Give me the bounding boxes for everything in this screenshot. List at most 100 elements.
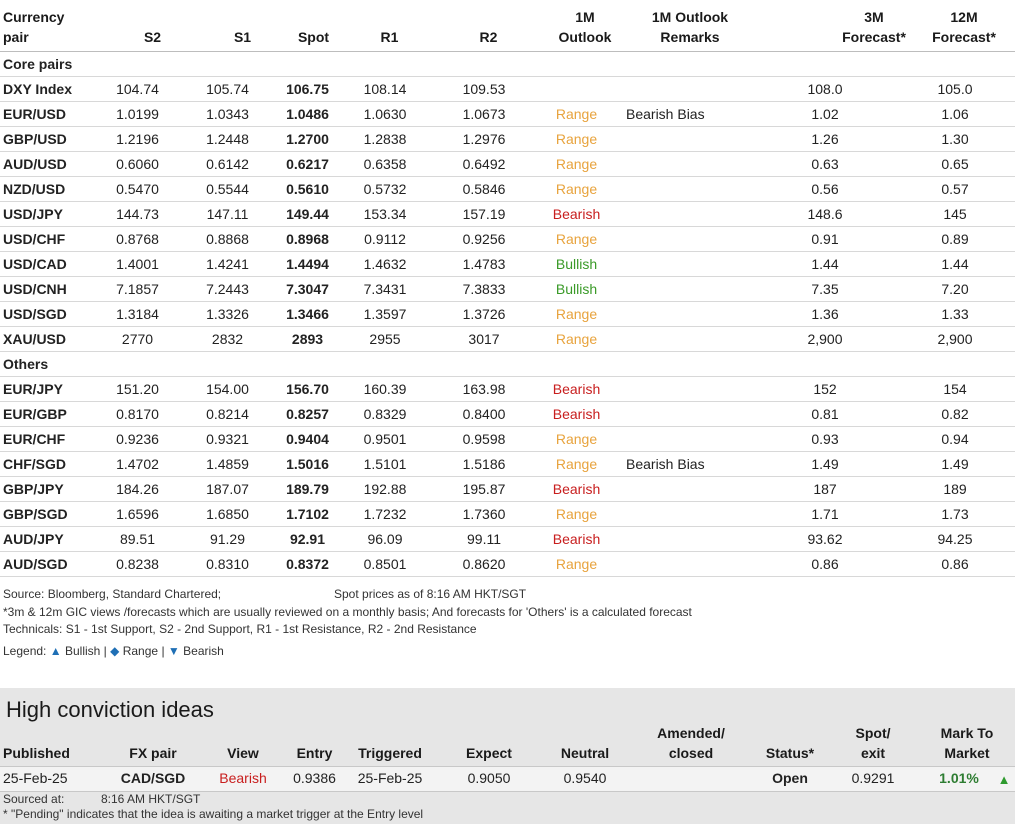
header-1m-outlook: 1M Outlook <box>549 7 621 47</box>
hc-entry: 0.9386 <box>293 770 336 786</box>
cell-outlook: Range <box>533 301 620 327</box>
cell-remarks <box>620 426 755 452</box>
cell-s1: 187.07 <box>175 476 280 502</box>
cell-pair: USD/JPY <box>0 201 100 227</box>
cell-remarks <box>620 476 755 502</box>
cell-f12m: 145 <box>895 201 1015 227</box>
hc-status: Open <box>772 770 808 786</box>
cell-r1: 1.4632 <box>335 251 435 277</box>
cell-f3m: 1.49 <box>755 451 895 477</box>
cell-pair: USD/CAD <box>0 251 100 277</box>
cell-r2: 195.87 <box>435 476 533 502</box>
header-remarks-line1: 1M Outlook <box>651 9 729 25</box>
diamond-icon: ◆ <box>110 644 120 658</box>
hc-header-neutral: Neutral <box>560 745 610 761</box>
cell-spot: 1.5016 <box>280 451 335 477</box>
triangle-down-icon: ▼ <box>167 644 180 658</box>
cell-r1: 1.5101 <box>335 451 435 477</box>
cell-r1: 0.9501 <box>335 426 435 452</box>
cell-r1: 192.88 <box>335 476 435 502</box>
hc-published: 25-Feb-25 <box>3 770 68 786</box>
hc-sourced-time: 8:16 AM HKT/SGT <box>101 792 201 806</box>
cell-s1: 1.6850 <box>175 501 280 527</box>
cell-outlook: Range <box>533 326 620 352</box>
cell-remarks <box>620 126 755 152</box>
hc-pair: CAD/SGD <box>120 770 186 786</box>
cell-s2: 2770 <box>100 326 175 352</box>
cell-remarks <box>620 251 755 277</box>
cell-pair: DXY Index <box>0 76 100 102</box>
cell-f3m: 0.56 <box>755 176 895 202</box>
cell-s1: 105.74 <box>175 76 280 102</box>
cell-s1: 0.8310 <box>175 551 280 577</box>
cell-f12m: 94.25 <box>895 526 1015 552</box>
cell-outlook: Bearish <box>533 401 620 427</box>
table-row: EUR/GBP 0.8170 0.8214 0.8257 0.8329 0.8400 Bea… <box>0 401 1015 427</box>
cell-r2: 157.19 <box>435 201 533 227</box>
header-1m-remarks: 1M Outlook Remarks <box>640 7 740 47</box>
table-row: EUR/JPY 151.20 154.00 156.70 160.39 163.98 Bea… <box>0 376 1015 402</box>
hc-header-spot-exit: Spot/ exit <box>838 723 908 763</box>
hc-view: Bearish <box>219 770 267 786</box>
cell-outlook: Bullish <box>533 251 620 277</box>
cell-r2: 1.2976 <box>435 126 533 152</box>
cell-r2: 0.5846 <box>435 176 533 202</box>
table-row: GBP/JPY 184.26 187.07 189.79 192.88 195.87 Bea… <box>0 476 1015 502</box>
cell-f12m: 0.57 <box>895 176 1015 202</box>
legend: Legend: ▲ Bullish | ◆ Range | ▼ Bearish <box>3 643 224 659</box>
hc-header-amended: Amended/ closed <box>648 723 734 763</box>
table-row: CHF/SGD 1.4702 1.4859 1.5016 1.5101 1.5186 Ran… <box>0 451 1015 477</box>
cell-pair: EUR/GBP <box>0 401 100 427</box>
cell-spot: 149.44 <box>280 201 335 227</box>
cell-f12m: 0.89 <box>895 226 1015 252</box>
cell-r1: 0.6358 <box>335 151 435 177</box>
cell-r1: 0.9112 <box>335 226 435 252</box>
cell-outlook: Range <box>533 426 620 452</box>
cell-f12m: 7.20 <box>895 276 1015 302</box>
cell-s2: 0.5470 <box>100 176 175 202</box>
cell-f12m: 0.94 <box>895 426 1015 452</box>
cell-spot: 1.3466 <box>280 301 335 327</box>
hc-header-expect: Expect <box>466 745 512 761</box>
cell-remarks <box>620 176 755 202</box>
triangle-up-icon: ▲ <box>49 644 62 658</box>
cell-r2: 7.3833 <box>435 276 533 302</box>
table-row: EUR/USD 1.0199 1.0343 1.0486 1.0630 1.0673 Ran… <box>0 101 1015 127</box>
cell-pair: AUD/SGD <box>0 551 100 577</box>
header-12m-forecast: 12M Forecast* <box>924 7 1004 47</box>
high-conviction-title: High conviction ideas <box>6 697 214 722</box>
cell-s1: 2832 <box>175 326 280 352</box>
cell-remarks <box>620 401 755 427</box>
legend-label: Legend: <box>3 644 47 658</box>
cell-spot: 0.9404 <box>280 426 335 452</box>
cell-s2: 0.8238 <box>100 551 175 577</box>
cell-s2: 144.73 <box>100 201 175 227</box>
cell-f3m: 0.91 <box>755 226 895 252</box>
cell-remarks <box>620 276 755 302</box>
cell-pair: AUD/USD <box>0 151 100 177</box>
cell-f12m: 1.49 <box>895 451 1015 477</box>
hc-amended-line2: closed <box>668 745 714 761</box>
cell-f3m: 1.71 <box>755 501 895 527</box>
cell-f12m: 0.65 <box>895 151 1015 177</box>
header-r2: R2 <box>479 29 498 45</box>
header-outlook-line1: 1M <box>575 9 595 25</box>
cell-s2: 7.1857 <box>100 276 175 302</box>
hc-header-pair: FX pair <box>129 745 177 761</box>
cell-f3m: 0.86 <box>755 551 895 577</box>
cell-f12m: 2,900 <box>895 326 1015 352</box>
cell-outlook: Range <box>533 126 620 152</box>
cell-remarks <box>620 76 755 102</box>
cell-spot: 1.0486 <box>280 101 335 127</box>
cell-s2: 1.0199 <box>100 101 175 127</box>
cell-remarks <box>620 551 755 577</box>
cell-s2: 0.8170 <box>100 401 175 427</box>
cell-remarks <box>620 301 755 327</box>
cell-s2: 0.6060 <box>100 151 175 177</box>
table-row: USD/JPY 144.73 147.11 149.44 153.34 157.19 Bea… <box>0 201 1015 227</box>
cell-s1: 1.2448 <box>175 126 280 152</box>
cell-f3m: 108.0 <box>755 76 895 102</box>
cell-f12m: 1.73 <box>895 501 1015 527</box>
cell-s2: 1.4001 <box>100 251 175 277</box>
hc-mtm-line2: Market <box>944 745 990 761</box>
